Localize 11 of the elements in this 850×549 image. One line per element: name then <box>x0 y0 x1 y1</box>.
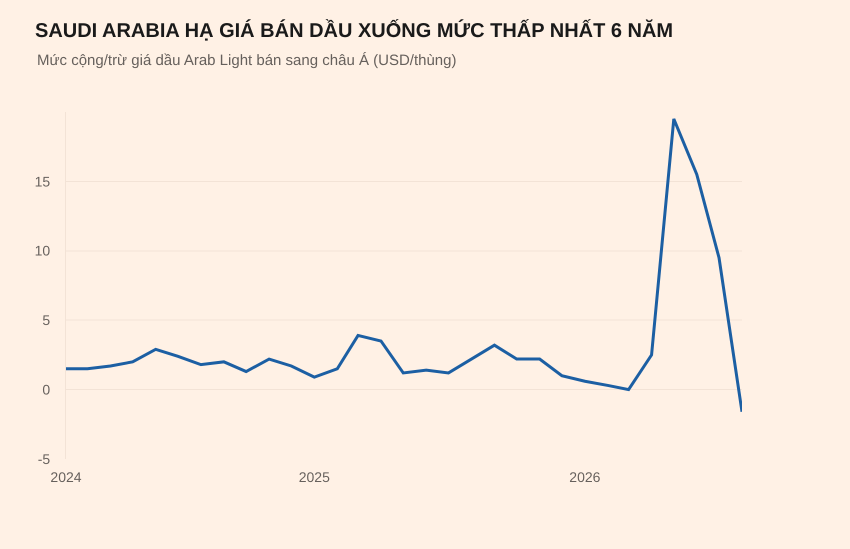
x-tick-label: 2024 <box>50 469 82 485</box>
chart-title: SAUDI ARABIA HẠ GIÁ BÁN DẦU XUỐNG MỨC THẤP NHẤT 6 NĂM <box>35 19 674 42</box>
y-tick-label: -5 <box>38 450 50 467</box>
y-tick-label: 5 <box>42 312 50 328</box>
x-tick-label: 2026 <box>569 469 601 485</box>
line-series <box>66 117 742 414</box>
x-tick-label: 2025 <box>298 469 330 485</box>
y-tick-label: 10 <box>34 242 50 259</box>
y-tick-label: 15 <box>34 173 50 190</box>
chart-subtitle: Mức cộng/trừ giá dầu Arab Light bán sang châu Á (USD/thùng) <box>37 51 456 69</box>
y-tick-label: 0 <box>42 382 50 398</box>
